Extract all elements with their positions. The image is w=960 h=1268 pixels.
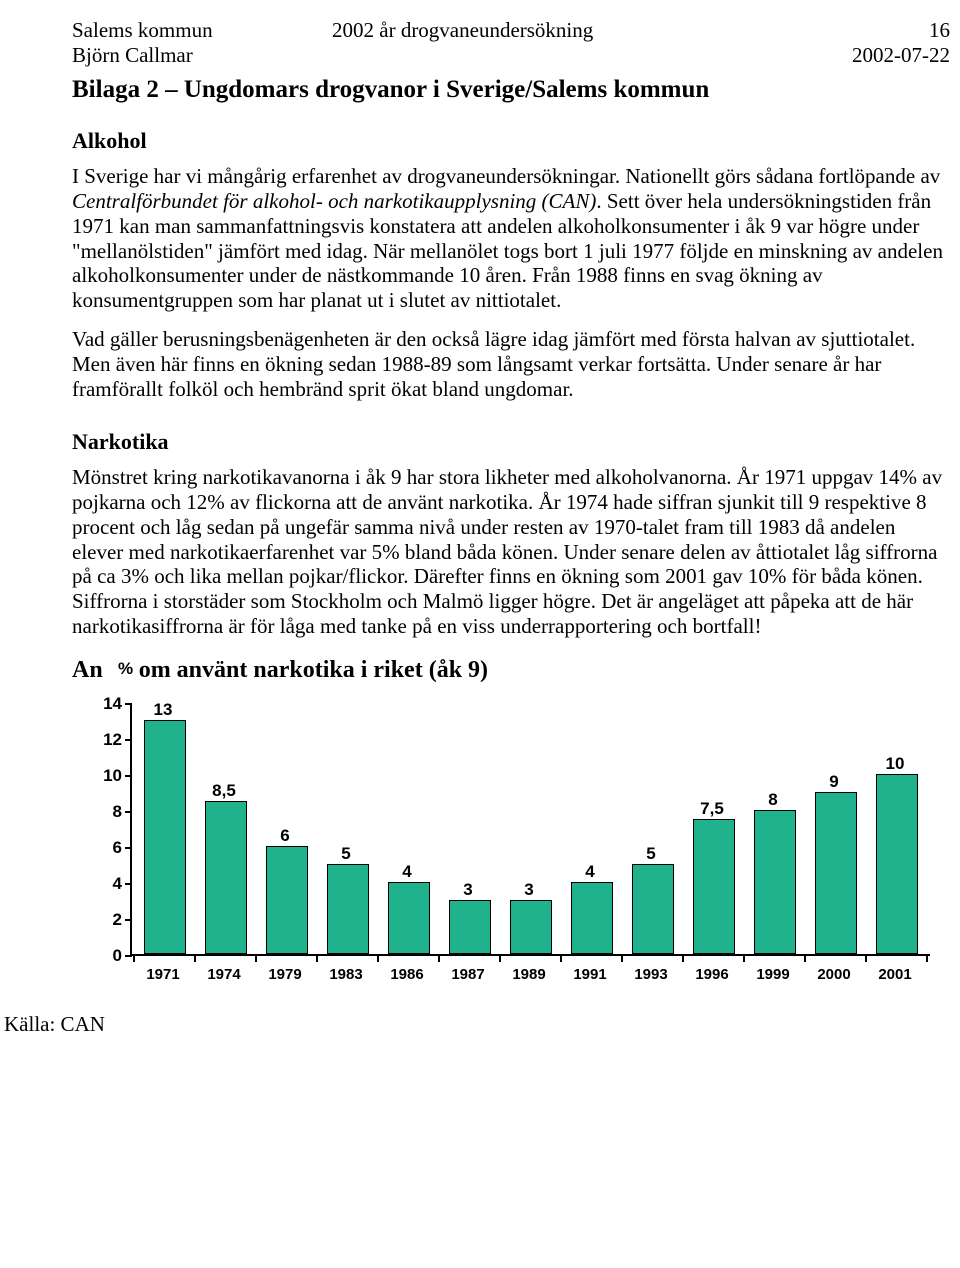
x-tick-label: 1979	[268, 966, 301, 983]
header-row-1: Salems kommun 2002 år drogvaneundersökni…	[72, 18, 950, 43]
section-narkotika-heading: Narkotika	[72, 429, 950, 455]
x-tick-label: 1983	[329, 966, 362, 983]
bar	[510, 900, 552, 954]
chart-title-left: An	[72, 657, 103, 683]
x-tick-label: 1974	[207, 966, 240, 983]
bar-value-label: 8,5	[212, 781, 236, 801]
x-tick-mark	[133, 956, 135, 962]
y-tick-label: 2	[92, 910, 122, 930]
x-tick-mark	[438, 956, 440, 962]
bar	[266, 846, 308, 954]
x-tick-mark	[743, 956, 745, 962]
bar-value-label: 7,5	[700, 799, 724, 819]
chart-title-right: om använt narkotika i riket (åk 9)	[139, 657, 488, 683]
bar-value-label: 4	[402, 862, 411, 882]
x-tick-mark	[377, 956, 379, 962]
y-tick-label: 12	[92, 730, 122, 750]
bar	[388, 882, 430, 954]
y-tick-mark	[125, 703, 132, 705]
section-alkohol-heading: Alkohol	[72, 128, 950, 154]
bar-value-label: 6	[280, 826, 289, 846]
x-tick-label: 1986	[390, 966, 423, 983]
bar	[571, 882, 613, 954]
x-tick-mark	[255, 956, 257, 962]
header-row-2: Björn Callmar 2002-07-22	[72, 43, 950, 68]
x-tick-mark	[865, 956, 867, 962]
x-tick-mark	[804, 956, 806, 962]
narkotika-paragraph-1: Mönstret kring narkotikavanorna i åk 9 h…	[72, 465, 950, 638]
text: I Sverige har vi mångårig erfarenhet av …	[72, 164, 940, 188]
y-tick-mark	[125, 919, 132, 921]
x-tick-mark	[194, 956, 196, 962]
y-tick-mark	[125, 955, 132, 957]
bar-value-label: 4	[585, 862, 594, 882]
bar-value-label: 10	[886, 754, 905, 774]
x-tick-label: 1991	[573, 966, 606, 983]
bar	[632, 864, 674, 954]
bar	[876, 774, 918, 954]
y-tick-label: 10	[92, 766, 122, 786]
chart-source: Källa: CAN	[2, 1012, 950, 1037]
x-tick-label: 1987	[451, 966, 484, 983]
x-tick-mark	[560, 956, 562, 962]
y-tick-label: 14	[92, 694, 122, 714]
y-tick-label: 6	[92, 838, 122, 858]
x-tick-mark	[926, 956, 928, 962]
x-tick-label: 1971	[146, 966, 179, 983]
bar-chart: 02468101214 1319718,51974619795198341986…	[72, 704, 950, 994]
y-tick-mark	[125, 811, 132, 813]
alkohol-paragraph-2: Vad gäller berusningsbenägenheten är den…	[72, 327, 950, 401]
header-org: Salems kommun	[72, 18, 332, 43]
header-pageno: 16	[890, 18, 950, 43]
x-tick-mark	[682, 956, 684, 962]
y-tick-label: 0	[92, 946, 122, 966]
bar-value-label: 5	[341, 844, 350, 864]
appendix-title: Bilaga 2 – Ungdomars drogvanor i Sverige…	[72, 76, 950, 104]
alkohol-paragraph-1: I Sverige har vi mångårig erfarenhet av …	[72, 164, 950, 313]
bar-value-label: 9	[829, 772, 838, 792]
x-tick-label: 2000	[817, 966, 850, 983]
chart-title: An xx om använt narkotika i riket (åk 9)…	[72, 657, 950, 684]
y-tick-mark	[125, 739, 132, 741]
x-tick-label: 1993	[634, 966, 667, 983]
x-tick-label: 2001	[878, 966, 911, 983]
bar	[144, 720, 186, 954]
x-tick-mark	[499, 956, 501, 962]
text-italic: Centralförbundet för alkohol- och narkot…	[72, 189, 596, 213]
header-title: 2002 år drogvaneundersökning	[332, 18, 890, 43]
bar-value-label: 3	[524, 880, 533, 900]
bar-value-label: 8	[768, 790, 777, 810]
page: Salems kommun 2002 år drogvaneundersökni…	[0, 0, 960, 1047]
y-tick-mark	[125, 775, 132, 777]
x-tick-label: 1989	[512, 966, 545, 983]
y-tick-label: 8	[92, 802, 122, 822]
bar	[205, 801, 247, 954]
y-tick-mark	[125, 883, 132, 885]
bar	[754, 810, 796, 954]
bar	[693, 819, 735, 954]
x-tick-mark	[316, 956, 318, 962]
bar-value-label: 13	[154, 700, 173, 720]
header-date: 2002-07-22	[332, 43, 950, 68]
header-author: Björn Callmar	[72, 43, 332, 68]
bar	[815, 792, 857, 954]
x-tick-mark	[621, 956, 623, 962]
x-tick-label: 1996	[695, 966, 728, 983]
x-tick-label: 1999	[756, 966, 789, 983]
bar-value-label: 3	[463, 880, 472, 900]
percent-symbol: %	[116, 659, 135, 679]
y-tick-mark	[125, 847, 132, 849]
bar	[449, 900, 491, 954]
spacer	[72, 415, 950, 429]
bar-value-label: 5	[646, 844, 655, 864]
bar	[327, 864, 369, 954]
plot-area	[130, 704, 930, 956]
y-tick-label: 4	[92, 874, 122, 894]
